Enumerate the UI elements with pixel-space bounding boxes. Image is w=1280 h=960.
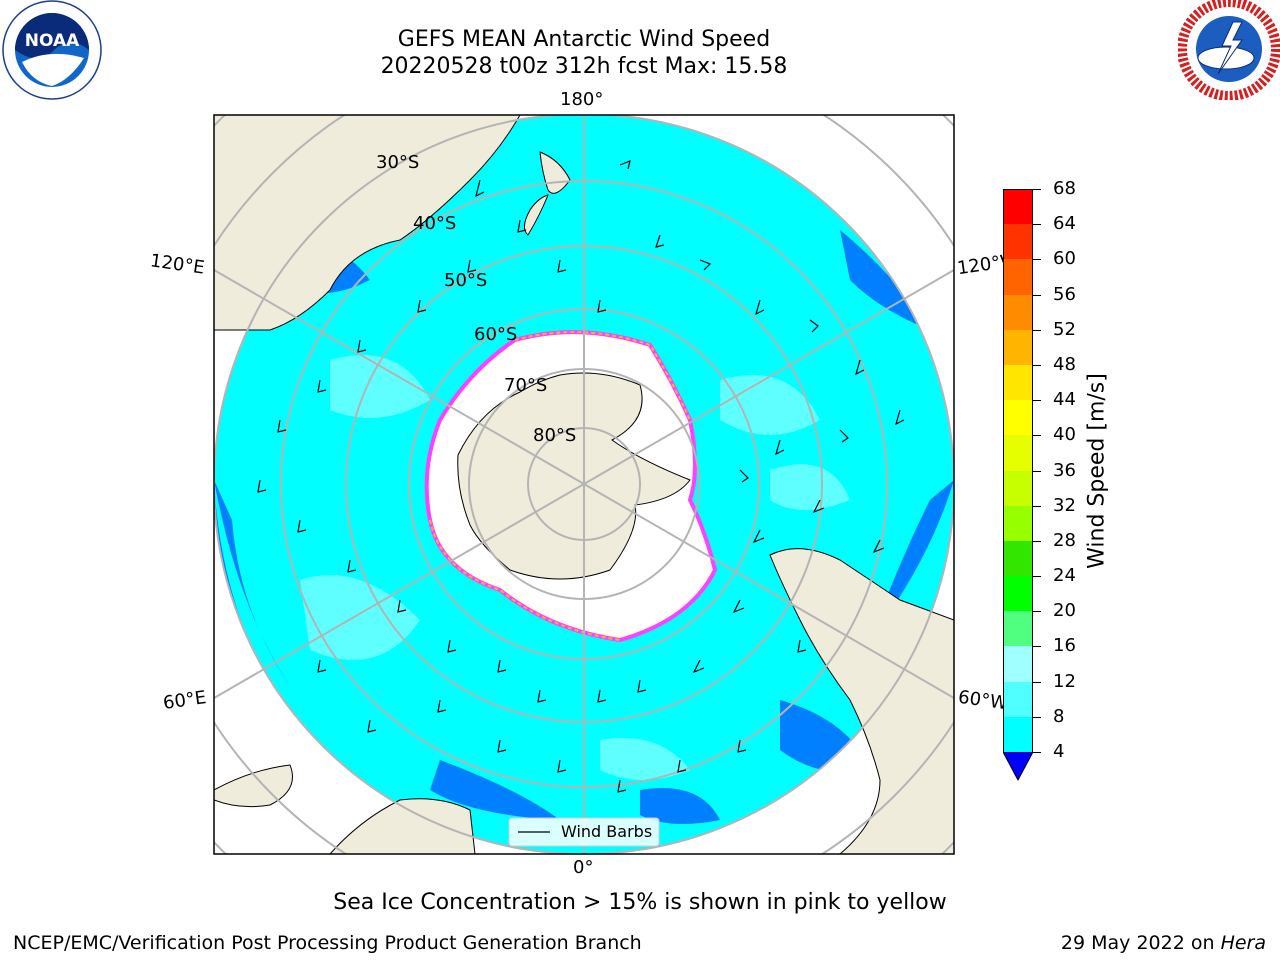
colorbar-tick-mark — [1033, 400, 1041, 402]
colorbar-tick-label: 28 — [1053, 529, 1076, 551]
antarctica-land — [457, 372, 691, 580]
colorbar-tick-mark — [1033, 329, 1041, 331]
colorbar-block — [1003, 540, 1033, 577]
svg-text:NOAA: NOAA — [25, 31, 80, 51]
colorbar-tick-label: 44 — [1053, 389, 1076, 411]
australia-land — [214, 115, 521, 331]
colorbar-tick-mark — [1033, 716, 1041, 718]
footer-left: NCEP/EMC/Verification Post Processing Pr… — [13, 932, 642, 954]
colorbar-block — [1003, 224, 1033, 260]
polar-map — [213, 114, 955, 855]
colorbar-block — [1003, 364, 1033, 401]
wind-barbs — [257, 160, 905, 793]
map-subtitle: 20220528 t00z 312h fcst Max: 15.58 — [380, 54, 788, 79]
colorbar-tick-label: 60 — [1053, 248, 1076, 270]
south-america-land — [769, 548, 954, 854]
colorbar-block — [1003, 294, 1033, 330]
colorbar-tick-label: 48 — [1053, 353, 1076, 375]
colorbar-extend-arrow — [1003, 752, 1033, 782]
map-title: GEFS MEAN Antarctic Wind Speed — [397, 27, 771, 52]
colorbar-tick-mark — [1033, 681, 1041, 683]
lat-label-70s: 70°S — [504, 375, 548, 396]
colorbar-tick-label: 16 — [1053, 635, 1076, 657]
lon-label-60w: 60°W — [956, 686, 1009, 715]
colorbar-block — [1003, 189, 1033, 225]
colorbar-block — [1003, 576, 1033, 612]
colorbar-tick-label: 20 — [1053, 600, 1076, 622]
colorbar-block — [1003, 505, 1033, 541]
colorbar — [1003, 189, 1033, 782]
noaa-logo: NOAA — [0, 0, 104, 100]
colorbar-tick-mark — [1033, 259, 1041, 261]
colorbar-tick-label: 4 — [1053, 741, 1065, 762]
footer-date: 29 May 2022 on — [1060, 932, 1221, 954]
graticule — [214, 115, 954, 854]
colorbar-tick-label: 56 — [1053, 283, 1076, 305]
colorbar-tick-label: 24 — [1053, 565, 1076, 587]
sea-ice-note: Sea Ice Concentration > 15% is shown in … — [333, 890, 947, 915]
colorbar-tick-label: 8 — [1053, 705, 1065, 727]
colorbar-block — [1003, 470, 1033, 506]
colorbar-tick-mark — [1033, 576, 1041, 578]
lon-label-0: 0° — [573, 857, 594, 878]
colorbar-block — [1003, 400, 1033, 436]
colorbar-block — [1003, 716, 1033, 752]
map-legend — [508, 817, 660, 847]
lat-label-80s: 80°S — [533, 425, 577, 446]
colorbar-tick-mark — [1033, 224, 1041, 226]
colorbar-block — [1003, 329, 1033, 365]
colorbar-tick-label: 32 — [1053, 494, 1076, 516]
colorbar-tick-mark — [1033, 752, 1041, 753]
colorbar-tick-label: 64 — [1053, 213, 1076, 235]
lat-label-40s: 40°S — [413, 213, 457, 234]
lat-label-30s: 30°S — [376, 152, 420, 173]
footer-machine: Hera — [1220, 932, 1266, 954]
colorbar-block — [1003, 611, 1033, 647]
colorbar-block — [1003, 435, 1033, 471]
colorbar-tick-mark — [1033, 646, 1041, 648]
lon-label-120e: 120°E — [148, 250, 206, 279]
footer-right: 29 May 2022 on Hera — [1061, 932, 1266, 954]
colorbar-tick-label: 12 — [1053, 670, 1076, 692]
lat-label-60s: 60°S — [474, 324, 518, 345]
legend-label: Wind Barbs — [561, 822, 653, 841]
colorbar-tick-label: 68 — [1053, 178, 1076, 199]
colorbar-tick-mark — [1033, 470, 1041, 472]
nws-logo — [1177, 0, 1280, 101]
lon-label-60e: 60°E — [161, 687, 208, 714]
colorbar-tick-label: 52 — [1053, 318, 1076, 340]
colorbar-tick-mark — [1033, 505, 1041, 507]
colorbar-tick-mark — [1033, 611, 1041, 613]
colorbar-tick-mark — [1033, 189, 1041, 190]
colorbar-tick-label: 40 — [1053, 424, 1076, 446]
colorbar-tick-mark — [1033, 540, 1041, 542]
colorbar-tick-mark — [1033, 435, 1041, 437]
lon-label-180: 180° — [560, 89, 604, 110]
colorbar-block — [1003, 681, 1033, 717]
lat-label-50s: 50°S — [444, 270, 488, 291]
colorbar-tick-label: 36 — [1053, 459, 1076, 481]
colorbar-block — [1003, 259, 1033, 295]
colorbar-label: Wind Speed [m/s] — [1084, 373, 1110, 569]
colorbar-block — [1003, 646, 1033, 682]
colorbar-tick-mark — [1033, 294, 1041, 296]
colorbar-tick-mark — [1033, 364, 1041, 366]
